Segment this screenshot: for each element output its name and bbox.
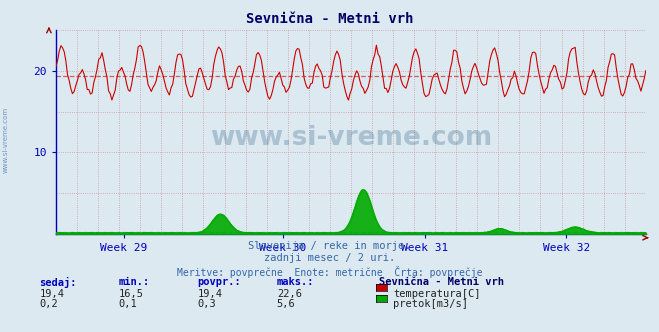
Text: 0,1: 0,1 <box>119 299 137 309</box>
Text: Meritve: povprečne  Enote: metrične  Črta: povprečje: Meritve: povprečne Enote: metrične Črta:… <box>177 266 482 278</box>
Text: sedaj:: sedaj: <box>40 277 77 288</box>
Text: www.si-vreme.com: www.si-vreme.com <box>210 125 492 151</box>
Text: temperatura[C]: temperatura[C] <box>393 289 481 299</box>
Text: www.si-vreme.com: www.si-vreme.com <box>2 106 9 173</box>
Text: 0,2: 0,2 <box>40 299 58 309</box>
Text: 0,3: 0,3 <box>198 299 216 309</box>
Text: Sevnična - Metni vrh: Sevnična - Metni vrh <box>246 12 413 26</box>
Text: 22,6: 22,6 <box>277 289 302 299</box>
Text: 5,6: 5,6 <box>277 299 295 309</box>
Text: povpr.:: povpr.: <box>198 277 241 287</box>
Text: 19,4: 19,4 <box>40 289 65 299</box>
Text: pretok[m3/s]: pretok[m3/s] <box>393 299 469 309</box>
Text: Slovenija / reke in morje.: Slovenija / reke in morje. <box>248 241 411 251</box>
Text: Sevnična - Metni vrh: Sevnična - Metni vrh <box>379 277 504 287</box>
Text: maks.:: maks.: <box>277 277 314 287</box>
Text: 19,4: 19,4 <box>198 289 223 299</box>
Text: min.:: min.: <box>119 277 150 287</box>
Text: zadnji mesec / 2 uri.: zadnji mesec / 2 uri. <box>264 253 395 263</box>
Text: 16,5: 16,5 <box>119 289 144 299</box>
